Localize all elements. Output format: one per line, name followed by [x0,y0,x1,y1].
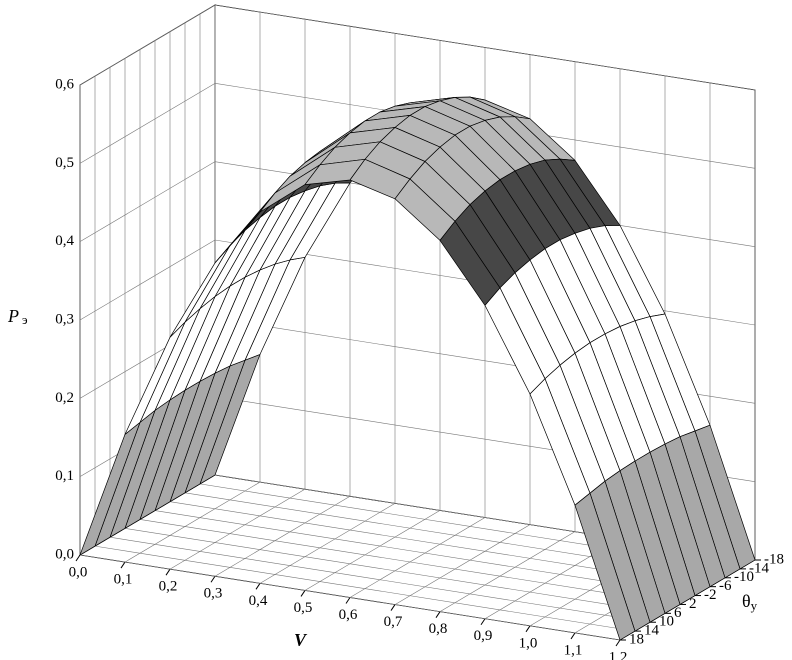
y-tick-label: 2 [689,596,697,612]
x-tick [525,625,531,633]
grid-line [79,239,216,321]
y-axis-label-sub: y [751,598,758,613]
y-tick-label: 18 [629,631,644,647]
x-tick [120,561,126,569]
z-tick-label: 0,5 [55,155,74,171]
z-tick-label: 0,1 [55,468,74,484]
x-tick [165,568,171,576]
x-tick-label: 1,0 [519,635,538,651]
x-tick-label: 1,2 [609,649,628,660]
x-tick-label: 0,0 [69,564,88,580]
y-tick-label: 6 [674,605,682,621]
x-tick [570,632,576,640]
grid-line [79,554,621,641]
x-tick-label: 0,9 [474,628,493,644]
x-tick-label: 0,1 [114,572,133,588]
x-tick-label: 0,7 [384,614,403,630]
z-tick-label: 0,6 [55,76,74,92]
x-tick-label: 0,4 [249,593,268,609]
x-tick [390,604,396,611]
grid-line [139,519,681,605]
grid-line [259,503,396,584]
y-tick-label: -14 [749,560,769,576]
z-tick-label: 0,0 [55,546,74,562]
x-tick [345,597,351,604]
x-tick [480,618,486,626]
grid-line [124,481,261,563]
x-tick-label: 0,5 [294,600,313,616]
x-tick-label: 0,6 [339,607,358,623]
x-tick [300,590,306,597]
grid-line [79,4,216,86]
x-tick-label: 1,1 [564,642,583,658]
x-axis-label: V [294,630,308,650]
grid-line [394,524,531,605]
z-tick-label: 0,3 [55,311,74,327]
y-tick-label: -18 [764,551,784,567]
grid-line [304,510,441,591]
grid-line [439,531,576,612]
grid-line [79,83,216,164]
z-axis-label-main: P [7,306,19,326]
x-tick [615,639,621,647]
x-tick [255,583,261,590]
grid-line [349,517,486,598]
z-tick-label: 0,4 [55,233,74,249]
y-axis-label-main: θ [742,591,751,611]
y-tick-label: -6 [719,578,732,594]
z-axis-label-sub: э [22,312,28,327]
x-tick-label: 0,3 [204,586,223,602]
grid-line [214,495,351,577]
x-tick [210,575,216,583]
grid-line [124,528,666,614]
grid-line [169,488,306,570]
x-tick-label: 0,2 [159,579,178,595]
y-axis-label: θy [742,591,758,613]
surface-patch [574,492,636,641]
grid-line [79,161,216,242]
grid-line [109,536,651,623]
y-tick-label: 10 [659,614,674,630]
x-tick [75,554,81,562]
y-tick-label: -2 [704,587,717,603]
y-tick-label: 14 [644,623,660,639]
grid-line [94,545,636,632]
x-tick-label: 0,8 [429,621,448,637]
x-tick [435,611,441,618]
z-tick-label: 0,2 [55,390,74,406]
y-tick-label: -10 [734,569,754,585]
